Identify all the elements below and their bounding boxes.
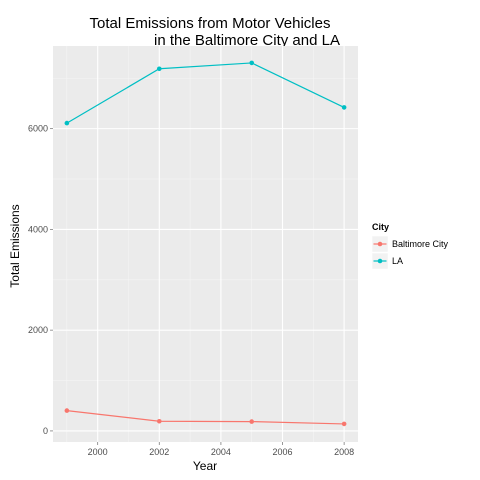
x-tick-label: 2004: [211, 447, 231, 457]
y-axis-title: Total Emissions: [8, 204, 22, 287]
legend-title: City: [372, 222, 389, 232]
chart-title-line-2: in the Baltimore City and LA: [154, 32, 340, 49]
y-tick-label: 4000: [28, 224, 48, 234]
data-point-la: [341, 105, 347, 110]
major-gridlines: [53, 46, 358, 442]
data-point-la: [156, 66, 162, 72]
data-point-la: [249, 60, 255, 66]
legend: City Baltimore City LA: [371, 222, 449, 270]
data-point-la: [64, 120, 70, 126]
x-tick-label: 2008: [334, 447, 354, 457]
data-point-baltimore-city: [156, 418, 162, 424]
legend-label-la: LA: [392, 256, 403, 266]
series-line-la: [66, 62, 345, 124]
y-tick-label: 0: [43, 426, 48, 436]
data-point-baltimore-city: [64, 408, 70, 413]
minor-gridlines: [53, 46, 358, 442]
series-layer: [64, 60, 347, 427]
x-axis-title: Year: [193, 459, 217, 473]
series-line-baltimore-city: [66, 410, 345, 425]
data-point-baltimore-city: [341, 421, 347, 427]
x-tick-label: 2000: [88, 447, 108, 457]
x-tick-label: 2006: [273, 447, 293, 457]
plot-panel: [53, 46, 358, 442]
y-tick-label: 6000: [28, 124, 48, 134]
x-axis-ticks: 2000 2002 2004 2006 2008: [88, 442, 354, 457]
data-point-baltimore-city: [249, 419, 255, 424]
y-tick-label: 2000: [28, 325, 48, 335]
legend-key-point-baltimore-city: [377, 241, 383, 247]
legend-label-baltimore-city: Baltimore City: [392, 239, 449, 249]
legend-keys: Baltimore City LA: [371, 235, 449, 270]
y-axis-ticks: 0 2000 4000 6000: [28, 124, 53, 436]
legend-key-point-la: [377, 258, 383, 264]
x-tick-label: 2002: [149, 447, 169, 457]
chart-title-line-1: Total Emissions from Motor Vehicles: [90, 15, 331, 32]
